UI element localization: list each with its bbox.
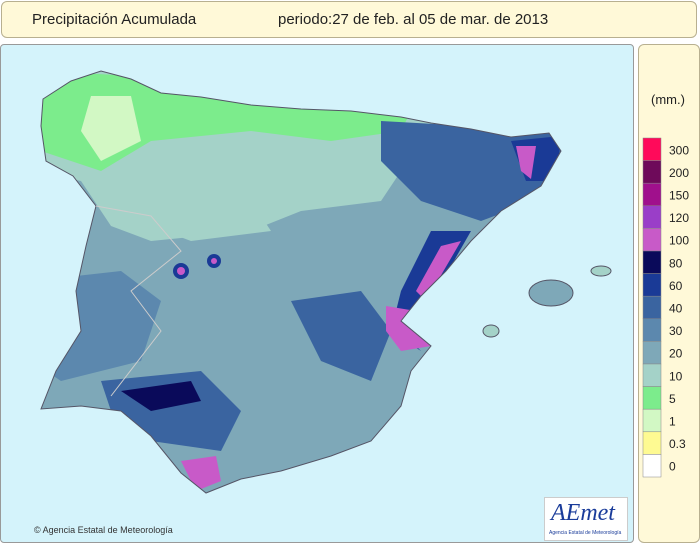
legend-swatch (642, 454, 662, 478)
legend-swatch (642, 318, 662, 342)
legend-swatch (642, 250, 662, 274)
mallorca (528, 279, 574, 307)
legend-swatch (642, 295, 662, 320)
title: Precipitación Acumulada (32, 11, 197, 28)
legend: (mm.) 300 200 150 120 100 80 60 40 30 20 10 5 1 0.3 0 (638, 44, 700, 543)
legend-label: 0.3 (669, 437, 686, 451)
legend-scale: 300 200 150 120 100 80 60 40 30 20 10 5 1 0.3 0 (642, 137, 689, 478)
legend-label: 10 (669, 369, 683, 383)
legend-label: 0 (669, 460, 676, 474)
legend-swatch (642, 273, 662, 297)
legend-label: 150 (669, 189, 689, 203)
logo-name: AEmet (551, 500, 615, 526)
legend-swatch (642, 160, 662, 184)
legend-swatch (642, 408, 662, 433)
legend-label: 1 (669, 415, 676, 429)
legend-label: 40 (669, 302, 683, 316)
legend-unit: (mm.) (651, 92, 685, 107)
legend-swatch (642, 386, 662, 410)
legend-swatch (642, 363, 662, 387)
legend-swatch (642, 137, 662, 161)
legend-label: 60 (669, 279, 683, 293)
menorca (590, 265, 612, 277)
map (40, 70, 612, 494)
legend-label: 300 (669, 143, 689, 157)
legend-swatch (642, 228, 662, 252)
legend-swatch (642, 205, 662, 229)
coastline (40, 70, 562, 494)
logo: AEmet Agencia Estatal de Meteorología (544, 497, 628, 541)
legend-label: 200 (669, 166, 689, 180)
legend-swatch (642, 431, 662, 455)
legend-swatch (642, 182, 662, 207)
legend-label: 20 (669, 347, 683, 361)
legend-label: 120 (669, 211, 689, 225)
precipitation-field (41, 71, 561, 493)
credit: © Agencia Estatal de Meteorología (34, 525, 173, 535)
legend-label: 80 (669, 256, 683, 270)
legend-label: 100 (669, 234, 689, 248)
map-panel: © Agencia Estatal de Meteorología AEmet … (0, 44, 634, 543)
period: periodo:27 de feb. al 05 de mar. de 2013 (278, 11, 549, 28)
legend-label: 5 (669, 392, 676, 406)
header: Precipitación Acumulada periodo:27 de fe… (1, 1, 697, 38)
legend-swatch (642, 341, 662, 365)
border (95, 205, 182, 397)
ibiza (482, 324, 500, 338)
legend-label: 30 (669, 324, 683, 338)
logo-subtitle: Agencia Estatal de Meteorología (549, 530, 622, 536)
